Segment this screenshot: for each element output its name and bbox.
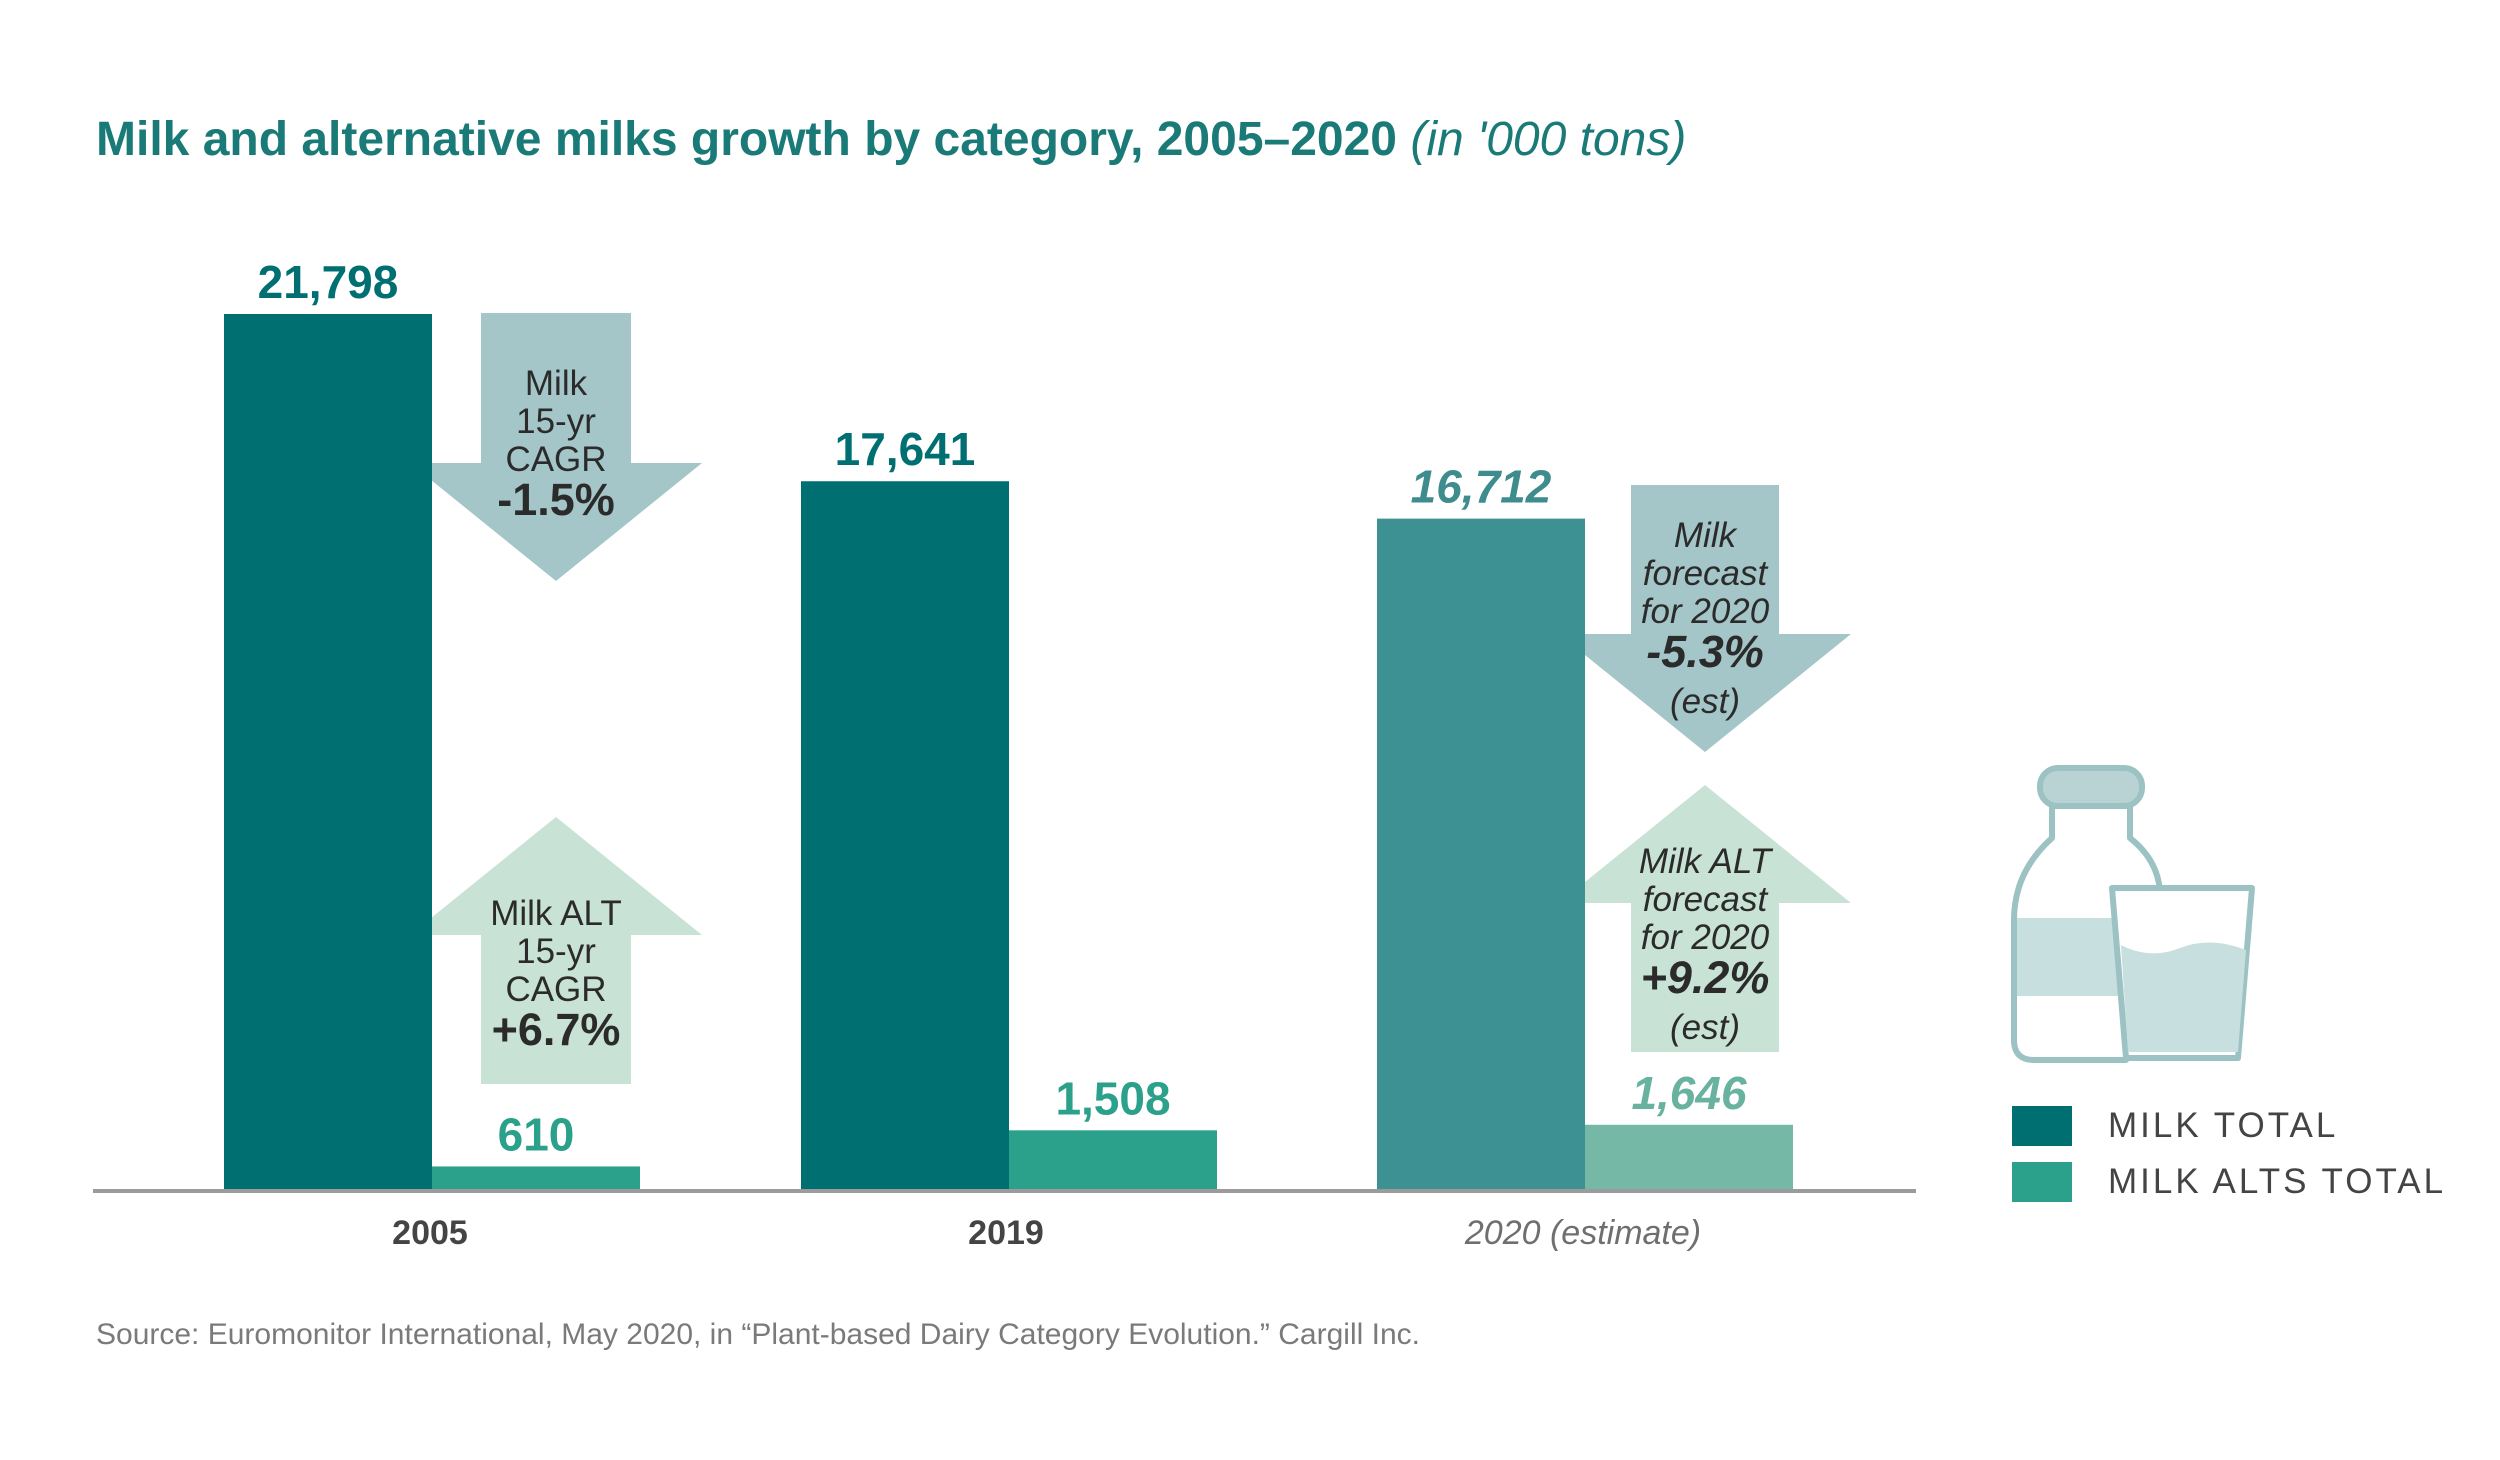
- arrow-suffix-milk-forecast: (est): [1670, 682, 1740, 721]
- legend-label-milk-total: MILK TOTAL: [2108, 1106, 2339, 1145]
- arrow-text-alt-cagr-1: 15-yr: [516, 932, 596, 971]
- arrow-suffix-alt-forecast: (est): [1670, 1008, 1740, 1047]
- bar-milk-alt-1: [1009, 1130, 1217, 1191]
- chart-title-main: Milk and alternative milks growth by cat…: [96, 113, 1397, 166]
- arrow-milk-cagr: [410, 313, 702, 581]
- bars: [224, 314, 1793, 1191]
- chart-title-unit: (in '000 tons): [1410, 113, 1687, 166]
- arrow-value-alt-forecast: +9.2%: [1641, 952, 1770, 1003]
- data-labels: 21,798 610 17,641 1,508 16,712 1,646: [258, 256, 1747, 1160]
- arrow-alt-forecast: [1559, 785, 1851, 1052]
- arrow-text-milk-forecast-2: for 2020: [1641, 592, 1770, 631]
- data-label-milk-2: 16,712: [1411, 461, 1552, 513]
- data-label-milk-0: 21,798: [258, 256, 399, 308]
- arrow-value-milk-forecast: -5.3%: [1646, 626, 1764, 677]
- arrow-text-milk-cagr-0: Milk: [525, 364, 588, 403]
- x-tick-label-1: 2019: [968, 1214, 1044, 1252]
- arrow-text-alt-cagr-0: Milk ALT: [490, 894, 622, 933]
- legend-label-milk-alts-total: MILK ALTS TOTAL: [2108, 1162, 2447, 1201]
- arrow-value-alt-cagr: +6.7%: [492, 1004, 621, 1055]
- milk-bottle-and-glass-icon: [2011, 765, 2255, 1063]
- legend-item-milk-total: MILK TOTAL: [2012, 1106, 2338, 1146]
- arrow-text-milk-cagr-1: 15-yr: [516, 402, 596, 441]
- bar-milk-0: [224, 314, 432, 1191]
- arrow-text-alt-forecast-1: forecast: [1643, 880, 1769, 919]
- x-tick-labels: 2005 2019 2020 (estimate): [392, 1214, 1701, 1252]
- data-label-milk-alt-1: 1,508: [1055, 1072, 1170, 1124]
- arrow-text-milk-cagr-2: CAGR: [505, 440, 606, 479]
- arrow-text-milk-forecast-0: Milk: [1674, 516, 1738, 555]
- x-tick-label-0: 2005: [392, 1214, 468, 1252]
- chart-title: Milk and alternative milks growth by cat…: [96, 112, 1686, 167]
- source-note: Source: Euromonitor International, May 2…: [96, 1318, 1420, 1351]
- legend-swatch-milk-total: [2012, 1106, 2072, 1146]
- data-label-milk-alt-0: 610: [498, 1108, 575, 1160]
- data-label-milk-alt-2: 1,646: [1631, 1067, 1747, 1119]
- arrow-text-alt-forecast-2: for 2020: [1641, 918, 1770, 957]
- arrow-milk-forecast: [1559, 485, 1851, 752]
- arrow-value-milk-cagr: -1.5%: [497, 474, 615, 525]
- arrow-text-milk-forecast-1: forecast: [1643, 554, 1769, 593]
- bar-milk-alt-2: [1585, 1124, 1793, 1191]
- legend-swatch-milk-alts-total: [2012, 1162, 2072, 1202]
- bar-milk-1: [801, 481, 1009, 1191]
- bar-milk-2: [1377, 518, 1585, 1191]
- data-label-milk-1: 17,641: [835, 423, 976, 475]
- arrow-alt-cagr: [410, 817, 702, 1084]
- bar-milk-alt-0: [432, 1166, 640, 1191]
- legend-item-milk-alts-total: MILK ALTS TOTAL: [2012, 1162, 2446, 1202]
- x-tick-label-2: 2020 (estimate): [1464, 1214, 1701, 1252]
- arrow-text-alt-forecast-0: Milk ALT: [1639, 842, 1774, 881]
- arrow-text-alt-cagr-2: CAGR: [505, 970, 606, 1009]
